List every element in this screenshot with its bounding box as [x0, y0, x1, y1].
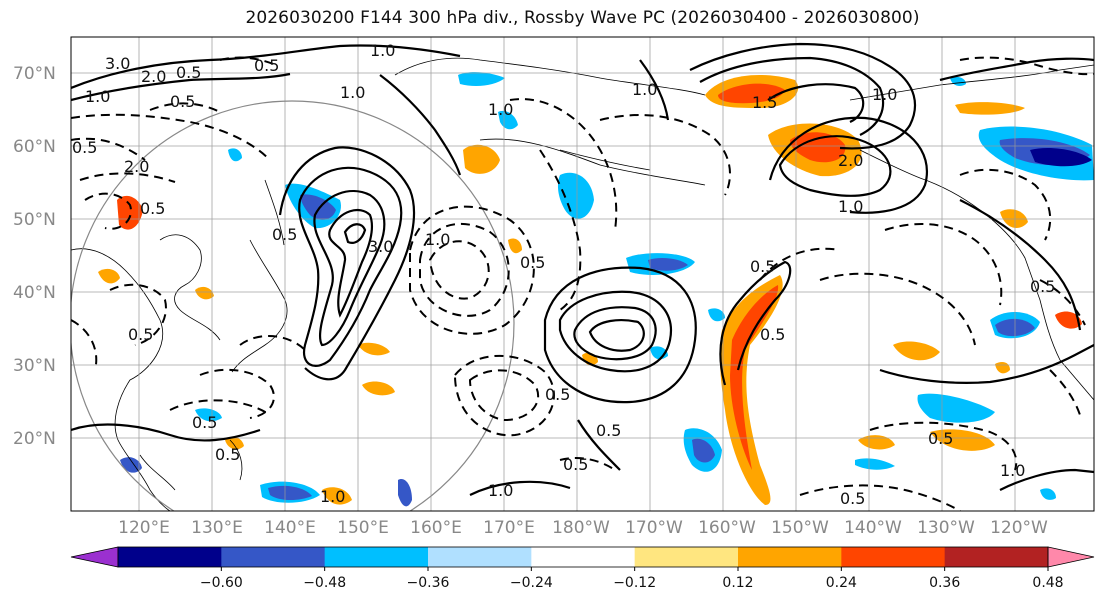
- map-panel: [71, 37, 1094, 511]
- contour-label: 1.0: [488, 481, 513, 500]
- lat-label-60: 60°N: [13, 137, 56, 157]
- lon-label: 120°E: [118, 518, 170, 538]
- contour-label: 1.0: [370, 41, 395, 60]
- colorbar-segment: [634, 547, 739, 567]
- contour-label: 0.5: [1030, 277, 1055, 296]
- contour-label: 3.0: [368, 237, 393, 256]
- contour-label: 2.0: [141, 67, 166, 86]
- colorbar-tick-label: −0.24: [510, 575, 553, 591]
- lon-label: 120°W: [990, 518, 1048, 538]
- colorbar-tick-label: 0.48: [1032, 575, 1063, 591]
- colorbar-segment: [738, 547, 842, 567]
- contour-label: 0.5: [72, 138, 97, 157]
- lon-label: 140°W: [844, 518, 902, 538]
- lon-label: 130°E: [191, 518, 243, 538]
- lon-label: 130°W: [917, 518, 975, 538]
- contour-label: 0.5: [750, 257, 775, 276]
- lon-label: 170°W: [625, 518, 683, 538]
- contour-label: 0.5: [128, 325, 153, 344]
- lat-label-70: 70°N: [13, 64, 56, 84]
- colorbar-tick-label: −0.48: [303, 575, 346, 591]
- lon-label: 160°W: [698, 518, 756, 538]
- contour-label: 0.5: [215, 445, 240, 464]
- contour-label: 0.5: [254, 56, 279, 75]
- colorbar-segment: [531, 547, 636, 567]
- colorbar-tick-label: −0.12: [613, 575, 656, 591]
- negative-contours: [71, 56, 1094, 511]
- colorbar: −0.60 −0.48 −0.36 −0.24 −0.12 0.12 0.24 0.36 0.4…: [70, 546, 1095, 591]
- colorbar-segment: [221, 547, 326, 567]
- map-frame: [70, 36, 1095, 512]
- lon-label: 150°E: [337, 518, 389, 538]
- contour-label: 0.5: [192, 413, 217, 432]
- contour-label: 1.0: [1000, 461, 1025, 480]
- colorbar-segment: [118, 547, 222, 567]
- colorbar-extend-high: [1047, 546, 1095, 568]
- contour-label: 1.0: [632, 80, 657, 99]
- lon-label: 160°E: [410, 518, 462, 538]
- contour-label: 2.0: [838, 151, 863, 170]
- contour-label: 0.5: [928, 429, 953, 448]
- lon-label: 140°E: [264, 518, 316, 538]
- contour-label: 1.0: [488, 100, 513, 119]
- colorbar-segment: [944, 547, 1049, 567]
- contour-label: 0.5: [563, 455, 588, 474]
- contour-label: 0.5: [760, 325, 785, 344]
- contour-labels: 3.0 2.0 0.5 0.5 1.0 1.0 0.5 2.0 0.5 0.5 …: [72, 41, 1055, 508]
- contour-label: 0.5: [520, 253, 545, 272]
- contour-label: 2.0: [124, 157, 149, 176]
- contour-label: 0.5: [170, 92, 195, 111]
- colorbar-tick-label: 0.36: [929, 575, 960, 591]
- domain-circle: [71, 100, 515, 511]
- longitude-labels: 120°E 130°E 140°E 150°E 160°E 170°E 180°…: [118, 518, 1048, 538]
- colorbar-tick-label: −0.36: [407, 575, 450, 591]
- contour-label: 1.0: [85, 87, 110, 106]
- divergence-shading: [98, 72, 1094, 507]
- colorbar-frame: [117, 546, 1049, 568]
- contour-label: 1.0: [838, 197, 863, 216]
- lat-label-50: 50°N: [13, 210, 56, 230]
- contour-label: 1.0: [872, 85, 897, 104]
- lat-label-20: 20°N: [13, 429, 56, 449]
- contour-label: 0.5: [840, 489, 865, 508]
- lat-label-30: 30°N: [13, 356, 56, 376]
- contour-label: 1.0: [425, 230, 450, 249]
- colorbar-tick-label: −0.60: [200, 575, 243, 591]
- lon-label: 170°E: [483, 518, 535, 538]
- colorbar-tick-label: 0.12: [722, 575, 753, 591]
- lon-label: 180°W: [552, 518, 610, 538]
- lon-label: 150°W: [771, 518, 829, 538]
- contour-label: 0.5: [140, 199, 165, 218]
- colorbar-tick-label: 0.24: [826, 575, 857, 591]
- colorbar-extend-low: [70, 546, 119, 568]
- colorbar-segment: [428, 547, 532, 567]
- colorbar-segment: [841, 547, 946, 567]
- lat-label-40: 40°N: [13, 283, 56, 303]
- contour-label: 0.5: [176, 63, 201, 82]
- contour-label: 0.5: [272, 225, 297, 244]
- map-title: 2026030200 F144 300 hPa div., Rossby Wav…: [245, 8, 920, 28]
- latitude-labels: 70°N 60°N 50°N 40°N 30°N 20°N: [13, 64, 56, 449]
- contour-label: 1.0: [340, 83, 365, 102]
- contour-label: 1.0: [320, 487, 345, 506]
- positive-contours: [71, 42, 1094, 496]
- contour-label: 1.5: [752, 93, 777, 112]
- contour-label: 3.0: [105, 54, 130, 73]
- contour-label: 0.5: [545, 385, 570, 404]
- colorbar-segment: [324, 547, 429, 567]
- contour-label: 0.5: [596, 421, 621, 440]
